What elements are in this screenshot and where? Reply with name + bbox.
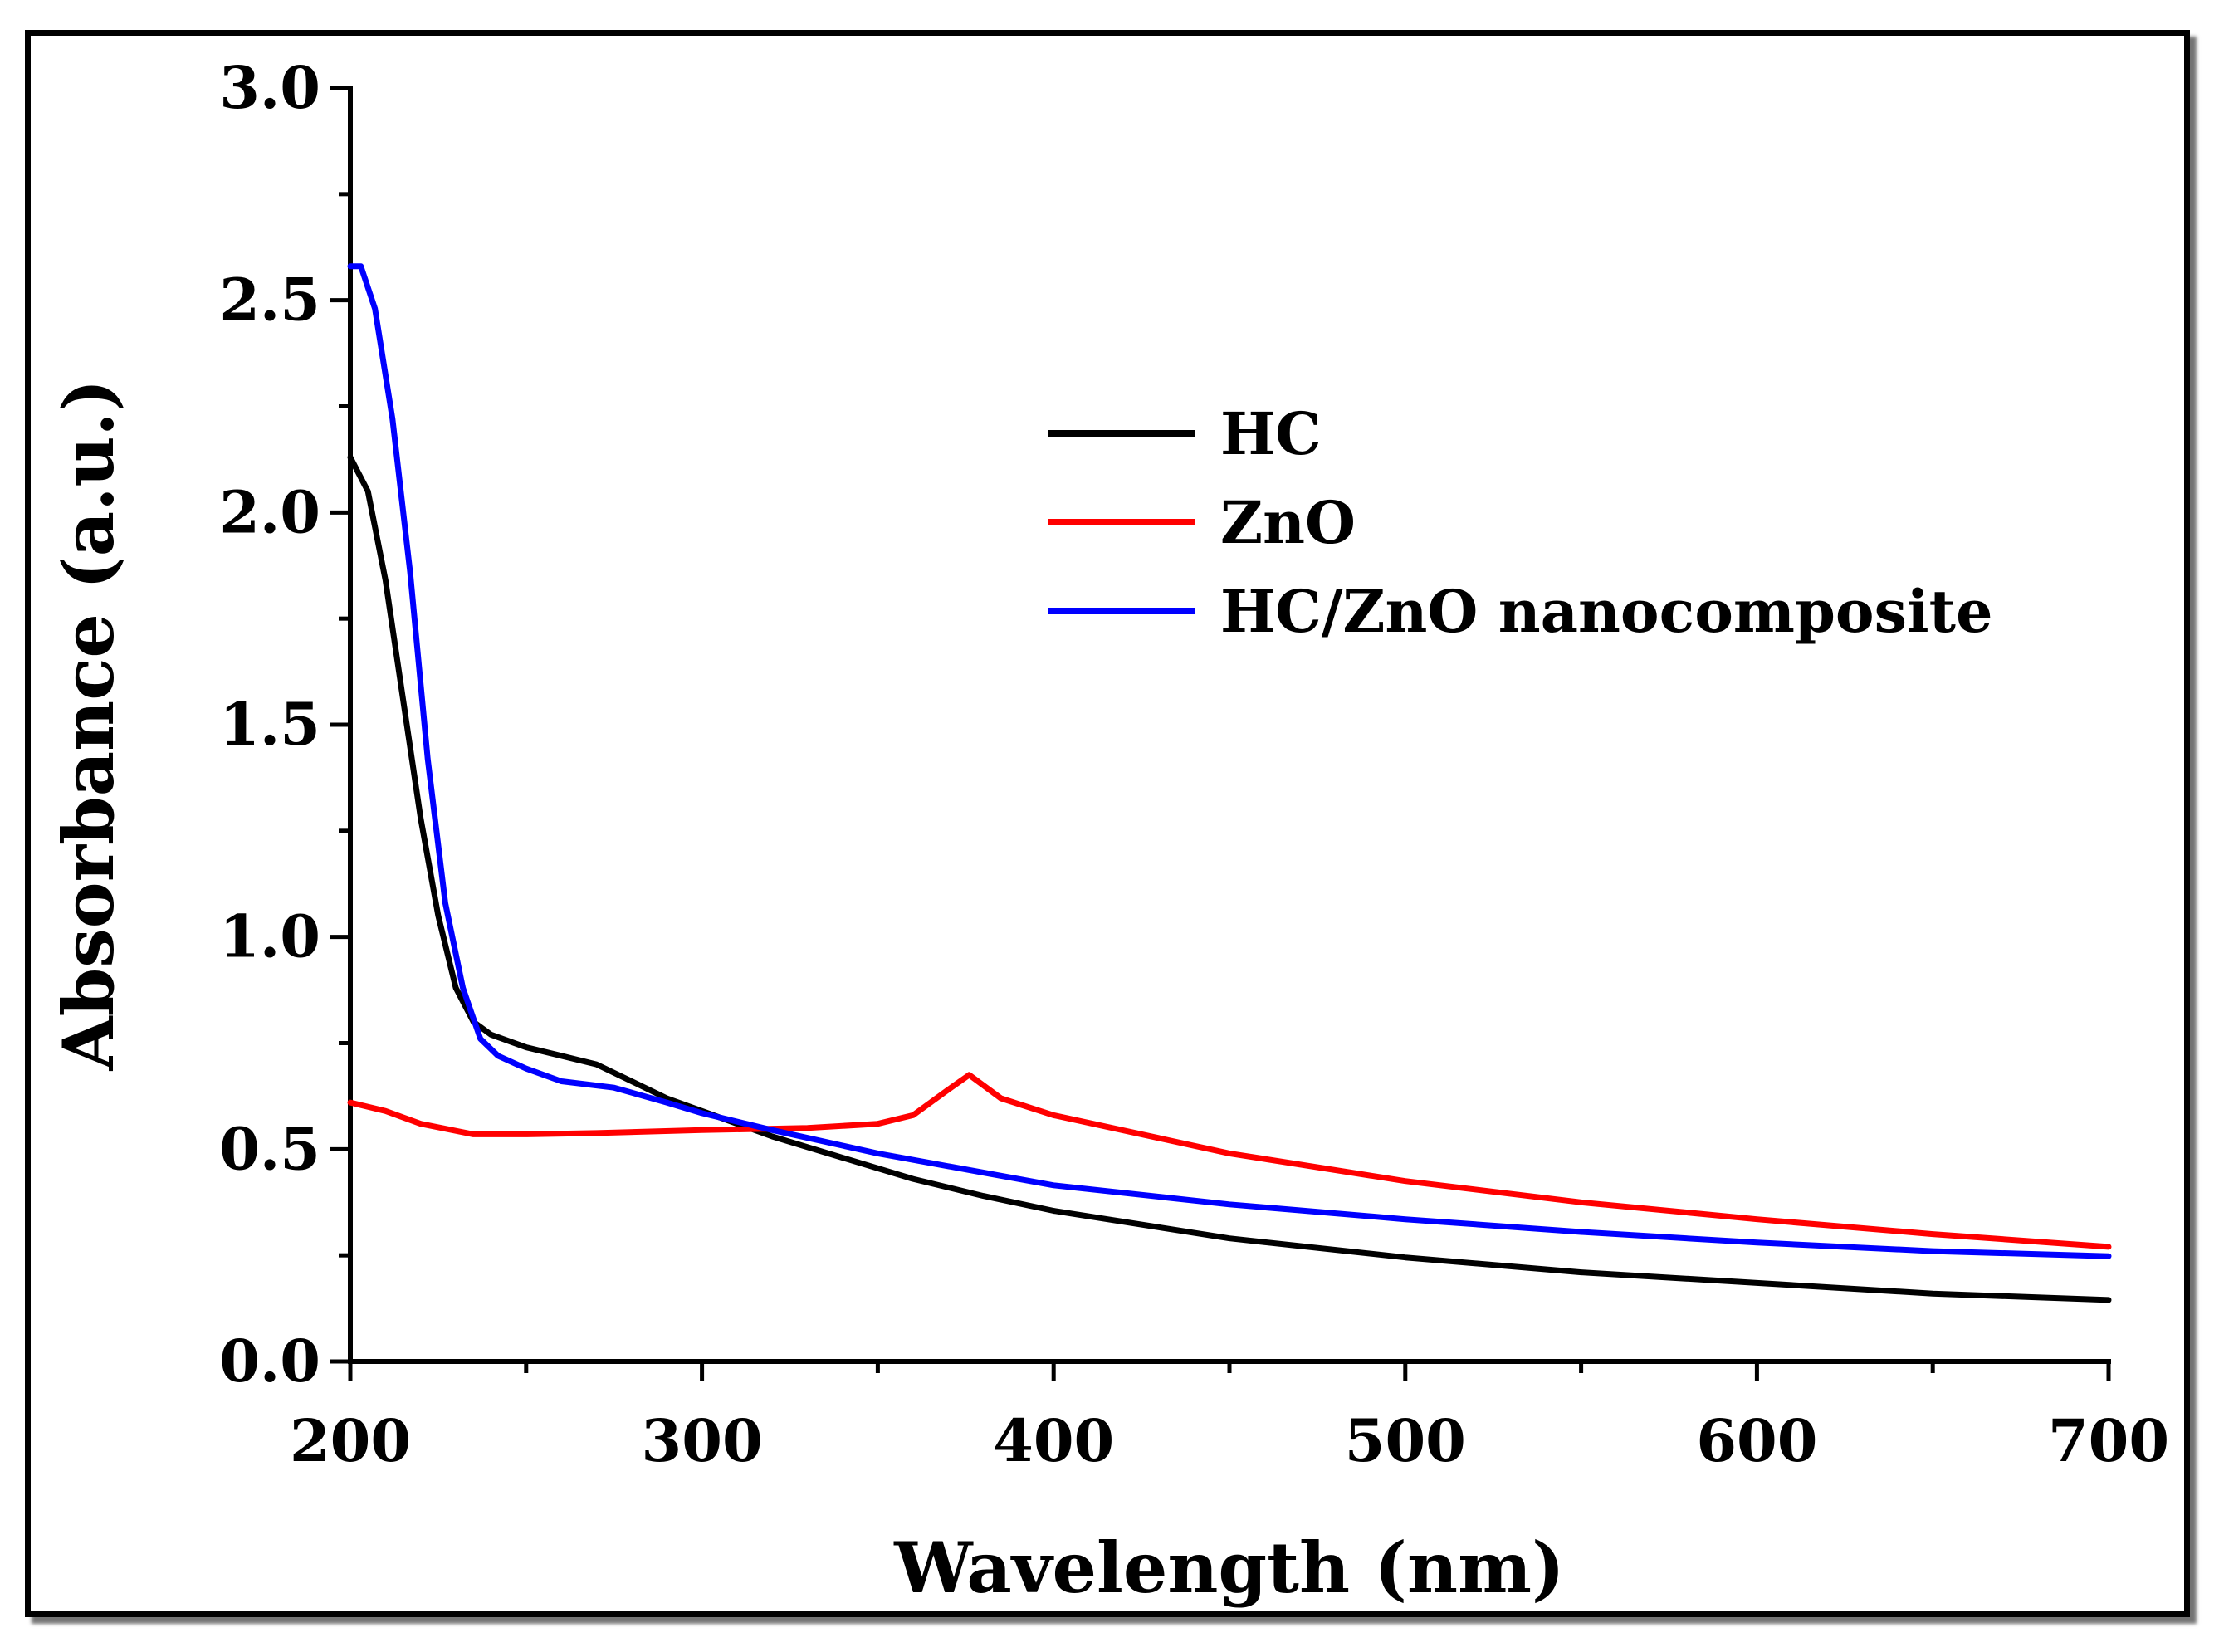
tick-labels: 200 300 400 500 600 700 0.0 0.5 1.0 1.5 2.0 2.5 3.0 [219,53,2169,1475]
figure-frame [25,30,2190,1617]
y-tick-label: 2.5 [219,266,320,335]
legend-label-zno: ZnO [1220,488,1356,557]
x-tick-label: 700 [2048,1406,2169,1475]
y-tick-label: 2.0 [219,477,320,546]
legend-label-hc-zno-nanocomposite: HC/ZnO nanocomposite [1220,577,1992,646]
x-axis-label: Wavelength (nm) [893,1527,1564,1609]
series-line-hc-zno-nanocomposite [347,263,2112,1259]
y-axis-label: Absorbance (a.u.) [47,379,130,1071]
legend: HC ZnO HC/ZnO nanocomposite [1048,399,1992,646]
series-line-zno [347,1072,2112,1250]
tick-marks [330,86,2111,1381]
x-tick-label: 400 [993,1406,1114,1475]
y-tick-label: 1.0 [219,902,320,971]
y-tick-label: 1.5 [219,690,320,759]
x-tick-label: 500 [1345,1406,1466,1475]
series-line-hc [347,454,2112,1303]
x-tick-label: 300 [642,1406,763,1475]
y-tick-label: 0.0 [219,1327,320,1395]
x-tick-label: 200 [290,1406,411,1475]
y-tick-label: 0.5 [219,1114,320,1183]
series-lines [347,263,2112,1303]
legend-label-hc: HC [1220,399,1322,468]
x-tick-label: 600 [1696,1406,1817,1475]
axes [348,86,2111,1364]
y-tick-label: 3.0 [219,53,320,122]
